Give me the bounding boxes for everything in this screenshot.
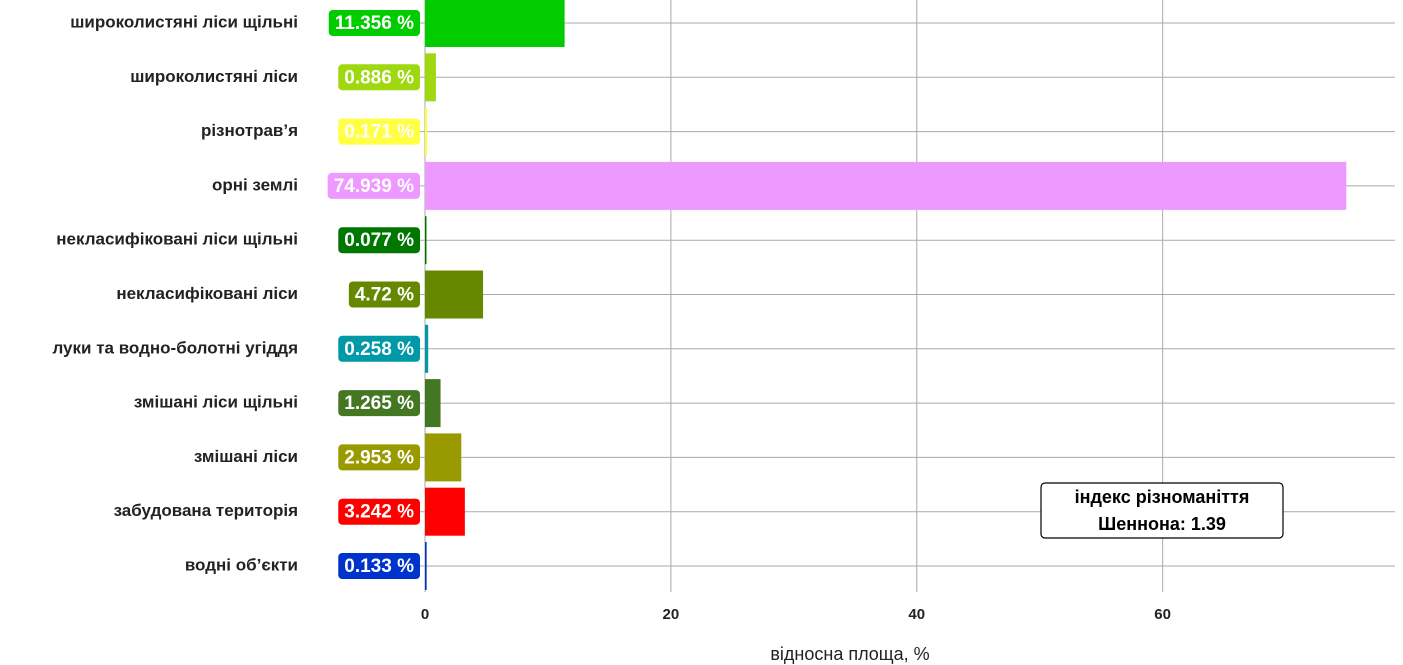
- bar: [425, 487, 465, 536]
- category-label: орні землі: [212, 175, 298, 194]
- value-label: 0.258 %: [344, 339, 414, 360]
- bar: [425, 324, 429, 373]
- annotation-box: [1040, 482, 1284, 539]
- x-axis-label: відносна площа, %: [770, 644, 929, 664]
- value-label: 0.171 %: [344, 122, 414, 143]
- category-label: широколистяні ліси: [130, 67, 298, 86]
- value-label-box: [327, 172, 420, 199]
- value-label: 1.265 %: [344, 393, 414, 414]
- category-label: змішані ліси щільні: [134, 393, 298, 412]
- value-label-box: [338, 227, 420, 254]
- value-label-box: [338, 335, 420, 362]
- category-label: широколистяні ліси щільні: [70, 12, 298, 31]
- x-tick-label: 0: [421, 606, 429, 623]
- value-label: 4.72 %: [355, 285, 414, 306]
- category-label: луки та водно-болотні угіддя: [52, 338, 298, 357]
- annotation-text: Шеннона: 1.39: [1098, 514, 1226, 534]
- category-label: некласифіковані ліси щільні: [56, 230, 298, 249]
- value-label-box: [338, 118, 420, 145]
- category-label: водні об’єкти: [185, 555, 298, 574]
- x-tick-label: 40: [908, 606, 925, 623]
- value-label: 0.077 %: [344, 230, 414, 251]
- x-tick-label: 20: [663, 606, 680, 623]
- bar: [425, 542, 427, 590]
- category-label: некласифіковані ліси: [116, 284, 298, 303]
- value-label-box: [338, 390, 420, 417]
- value-label: 0.133 %: [344, 556, 414, 577]
- bar: [425, 107, 428, 156]
- value-label-box: [328, 10, 420, 36]
- value-label-box: [338, 64, 420, 91]
- bar: [425, 53, 436, 102]
- value-label-box: [338, 444, 420, 471]
- bar: [425, 161, 1347, 210]
- value-label-box: [338, 553, 420, 579]
- bar: [425, 379, 441, 428]
- bar: [425, 216, 427, 265]
- bar: [425, 0, 565, 47]
- x-tick-label: 60: [1154, 606, 1171, 623]
- value-label: 3.242 %: [344, 502, 414, 523]
- value-label: 11.356 %: [335, 13, 414, 34]
- bar: [425, 270, 484, 319]
- value-label: 74.939 %: [334, 176, 414, 197]
- value-label-box: [338, 498, 420, 525]
- value-label: 2.953 %: [344, 447, 414, 468]
- category-label: різнотрав’я: [201, 121, 298, 140]
- category-label: забудована територія: [114, 501, 298, 520]
- value-label: 0.886 %: [344, 67, 414, 88]
- annotation-text: індекс різноманіття: [1075, 487, 1250, 507]
- category-label: змішані ліси: [194, 447, 298, 466]
- value-label-box: [348, 281, 420, 308]
- bar: [425, 433, 462, 482]
